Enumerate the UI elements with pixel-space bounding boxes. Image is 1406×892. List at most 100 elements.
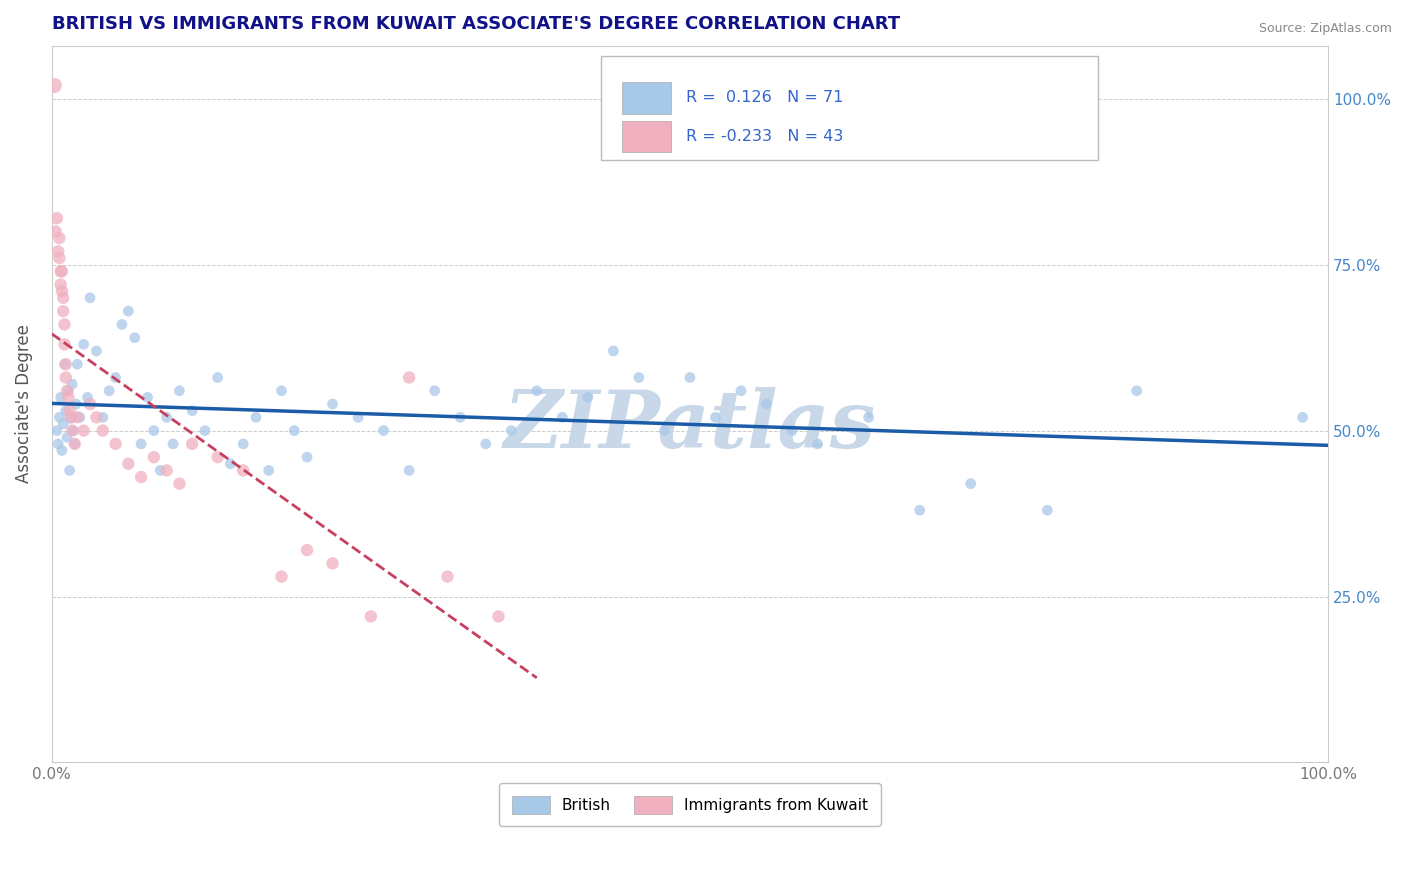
Point — [398, 463, 420, 477]
FancyBboxPatch shape — [600, 56, 1098, 161]
Point — [142, 424, 165, 438]
Point — [52, 291, 75, 305]
Bar — [623, 121, 671, 153]
Point — [780, 424, 803, 438]
Point — [52, 304, 75, 318]
Point — [858, 410, 880, 425]
Point — [124, 331, 146, 345]
Point — [219, 457, 242, 471]
Point — [347, 410, 370, 425]
Point — [423, 384, 446, 398]
Text: R =  0.126   N = 71: R = 0.126 N = 71 — [686, 90, 844, 105]
Point — [59, 410, 82, 425]
Point — [45, 225, 67, 239]
Point — [1291, 410, 1313, 425]
Point — [104, 370, 127, 384]
Point — [181, 437, 204, 451]
Point — [169, 476, 191, 491]
Point — [60, 424, 83, 438]
Point — [156, 463, 179, 477]
Point — [136, 391, 159, 405]
Point — [49, 264, 72, 278]
Point — [207, 370, 229, 384]
Point — [257, 463, 280, 477]
Point — [53, 318, 76, 332]
Bar — [623, 82, 671, 114]
Point — [232, 463, 254, 477]
Text: R = -0.233   N = 43: R = -0.233 N = 43 — [686, 129, 844, 145]
Point — [51, 443, 73, 458]
Point — [117, 304, 139, 318]
Point — [169, 384, 191, 398]
Point — [111, 318, 134, 332]
Point — [436, 569, 458, 583]
Point — [55, 370, 77, 384]
Point — [59, 463, 82, 477]
Point — [322, 397, 344, 411]
Point — [360, 609, 382, 624]
Point — [59, 410, 82, 425]
Point — [295, 450, 318, 464]
Point — [806, 437, 828, 451]
Point — [62, 424, 84, 438]
Point — [65, 397, 87, 411]
Point — [86, 343, 108, 358]
Point — [66, 410, 89, 425]
Point — [48, 251, 70, 265]
Point — [162, 437, 184, 451]
Point — [53, 357, 76, 371]
Point — [86, 410, 108, 425]
Point — [117, 457, 139, 471]
Point — [679, 370, 702, 384]
Point — [66, 357, 89, 371]
Point — [73, 337, 96, 351]
Point — [91, 424, 114, 438]
Point — [207, 450, 229, 464]
Point — [627, 370, 650, 384]
Point — [270, 384, 292, 398]
Point — [53, 337, 76, 351]
Point — [1036, 503, 1059, 517]
Point — [48, 410, 70, 425]
Legend: British, Immigrants from Kuwait: British, Immigrants from Kuwait — [499, 783, 880, 827]
Point — [44, 78, 66, 93]
Point — [91, 410, 114, 425]
Point — [270, 569, 292, 583]
Point — [488, 609, 510, 624]
Point — [181, 403, 204, 417]
Point — [129, 470, 152, 484]
Text: BRITISH VS IMMIGRANTS FROM KUWAIT ASSOCIATE'S DEGREE CORRELATION CHART: BRITISH VS IMMIGRANTS FROM KUWAIT ASSOCI… — [52, 15, 900, 33]
Point — [551, 410, 574, 425]
Point — [474, 437, 496, 451]
Point — [79, 397, 101, 411]
Point — [398, 370, 420, 384]
Point — [755, 397, 778, 411]
Point — [46, 437, 69, 451]
Point — [55, 403, 77, 417]
Point — [49, 277, 72, 292]
Point — [51, 264, 73, 278]
Text: Source: ZipAtlas.com: Source: ZipAtlas.com — [1258, 22, 1392, 36]
Point — [48, 231, 70, 245]
Y-axis label: Associate's Degree: Associate's Degree — [15, 325, 32, 483]
Point — [46, 244, 69, 259]
Point — [142, 450, 165, 464]
Point — [69, 410, 91, 425]
Point — [704, 410, 727, 425]
Point — [59, 403, 82, 417]
Point — [245, 410, 267, 425]
Point — [55, 357, 77, 371]
Point — [908, 503, 931, 517]
Point — [654, 424, 676, 438]
Point — [194, 424, 217, 438]
Point — [232, 437, 254, 451]
Point — [63, 437, 86, 451]
Point — [58, 391, 80, 405]
Point — [295, 543, 318, 558]
Point — [1125, 384, 1147, 398]
Point — [79, 291, 101, 305]
Point — [283, 424, 305, 438]
Point — [45, 424, 67, 438]
Point — [373, 424, 395, 438]
Point — [149, 463, 172, 477]
